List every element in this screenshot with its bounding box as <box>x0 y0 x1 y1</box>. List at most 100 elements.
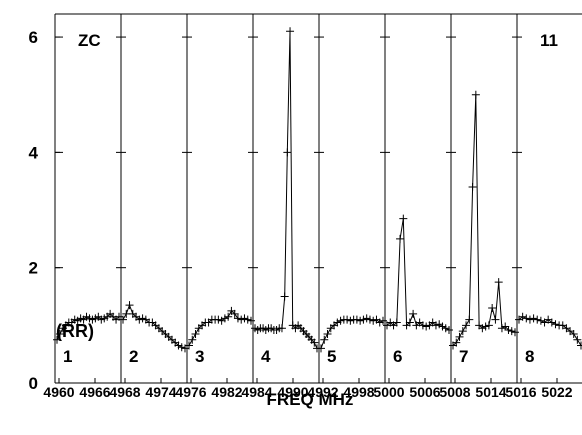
series-line-panel-4 <box>254 31 318 349</box>
data-point <box>399 214 408 223</box>
panel-7: 7 <box>449 14 519 384</box>
data-point <box>362 314 371 323</box>
data-point <box>185 341 193 350</box>
x-axis-label: FREQ MHz <box>267 390 354 409</box>
data-point <box>518 312 527 321</box>
data-point <box>452 338 461 347</box>
data-point <box>501 322 510 331</box>
data-point <box>333 318 342 327</box>
data-point <box>369 316 378 325</box>
data-point <box>488 304 497 313</box>
y-tick-label: 4 <box>29 143 39 162</box>
y-tick-label: 2 <box>29 259 38 278</box>
data-point <box>551 320 560 329</box>
x-tick-label: 5006 <box>409 384 440 400</box>
data-point <box>323 329 332 338</box>
panel-number-1: 1 <box>63 347 72 366</box>
data-point <box>310 338 319 347</box>
data-point <box>547 318 556 327</box>
data-point <box>191 329 200 338</box>
data-point <box>525 315 534 324</box>
x-tick-label: 5016 <box>505 384 536 400</box>
panel-5: 5 <box>317 14 387 384</box>
x-tick-label: 4992 <box>307 384 338 400</box>
data-point <box>441 324 450 333</box>
data-point <box>55 329 64 338</box>
data-point <box>188 335 197 344</box>
data-point <box>529 314 538 323</box>
x-tick-label: 5022 <box>541 384 572 400</box>
panels-layer: 1 2 3 4 5 6 7 8 <box>53 14 582 384</box>
series-line-panel-1 <box>56 313 120 341</box>
data-point <box>438 322 447 331</box>
data-point <box>224 312 233 321</box>
data-point <box>138 314 147 323</box>
data-point <box>336 316 345 325</box>
data-point <box>320 335 329 344</box>
data-point <box>491 315 500 324</box>
panel-number-7: 7 <box>459 347 468 366</box>
y-axis-label: (RR) <box>56 321 94 341</box>
data-point <box>356 316 365 325</box>
data-point <box>465 315 474 324</box>
data-point <box>455 332 464 341</box>
data-point <box>471 90 480 99</box>
data-point <box>468 182 477 191</box>
tag-left: ZC <box>78 31 101 50</box>
data-point <box>405 318 414 327</box>
data-point <box>174 341 183 350</box>
data-point <box>422 322 431 331</box>
data-point <box>247 316 255 325</box>
x-tick-label: 5014 <box>475 384 506 400</box>
panel-number-3: 3 <box>195 347 204 366</box>
y-tick-label: 0 <box>29 374 38 393</box>
data-point <box>243 315 252 324</box>
data-point <box>481 322 490 331</box>
panel-8: 8 <box>515 36 582 384</box>
data-point <box>317 344 325 353</box>
panel-number-8: 8 <box>525 347 534 366</box>
data-point <box>511 328 519 337</box>
data-point <box>445 325 453 334</box>
data-point <box>125 301 134 310</box>
x-tick-label: 4982 <box>211 384 242 400</box>
data-point <box>462 321 471 330</box>
data-point <box>484 321 493 330</box>
data-point <box>504 325 513 334</box>
panel-number-5: 5 <box>327 347 336 366</box>
data-point <box>277 324 286 333</box>
data-point <box>497 324 506 333</box>
x-tick-label: 4976 <box>175 384 206 400</box>
data-point <box>478 324 487 333</box>
data-point <box>177 343 186 352</box>
series-line-panel-7 <box>452 94 516 346</box>
data-point <box>396 234 405 243</box>
data-point <box>533 315 542 324</box>
data-point <box>507 327 516 336</box>
data-point <box>346 316 355 325</box>
x-tick-label: 4966 <box>79 384 110 400</box>
data-point <box>283 148 292 157</box>
panel-number-6: 6 <box>393 347 402 366</box>
data-point <box>119 315 127 324</box>
data-point <box>53 335 61 344</box>
panel-number-2: 2 <box>129 347 138 366</box>
data-point <box>431 321 440 330</box>
x-tick-label: 4984 <box>241 384 272 400</box>
x-tick-label: 5008 <box>439 384 470 400</box>
panel-4: 4 <box>251 14 321 384</box>
panel-1: 1 <box>53 14 123 384</box>
data-point <box>392 318 401 327</box>
x-tick-label: 4990 <box>277 384 308 400</box>
data-point <box>286 27 295 36</box>
panel-3: 3 <box>185 14 255 384</box>
y-tick-label: 6 <box>29 28 38 47</box>
data-point <box>522 314 531 323</box>
data-point <box>409 309 418 318</box>
series-line-panel-6 <box>386 218 450 331</box>
panel-6: 6 <box>383 14 453 384</box>
x-tick-label: 5000 <box>373 384 404 400</box>
data-point <box>494 278 503 287</box>
